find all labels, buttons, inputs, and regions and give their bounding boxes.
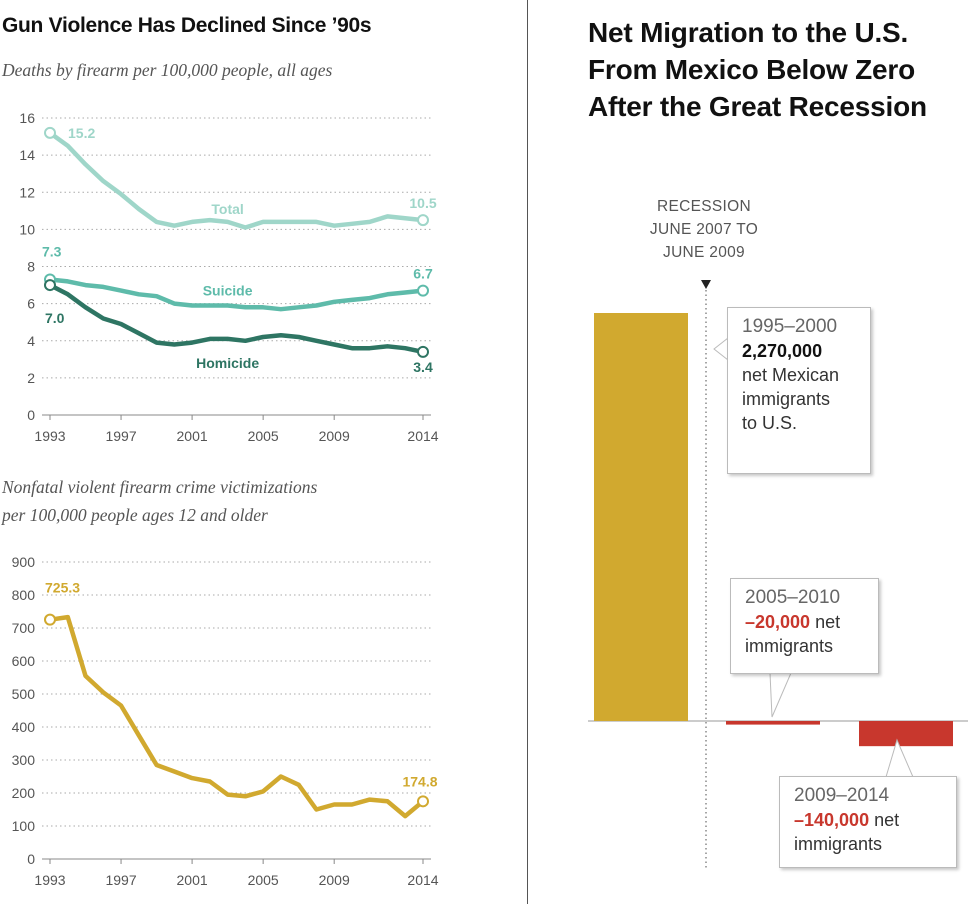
callout-1995-2000: 1995–2000 2,270,000 net Mexican immigran… [727, 307, 871, 474]
y-tick-label: 800 [12, 587, 36, 603]
callout-period: 1995–2000 [742, 316, 838, 337]
callout-2005-2010: 2005–2010 –20,000 net immigrants [730, 578, 879, 674]
y-tick-label: 4 [27, 333, 35, 349]
x-tick-label: 2005 [248, 872, 279, 888]
start-marker [44, 613, 56, 626]
y-tick-label: 400 [12, 719, 36, 735]
right-panel: Net Migration to the U.S. From Mexico Be… [529, 0, 968, 904]
callout-pointer [769, 672, 792, 718]
y-tick-label: 14 [19, 147, 35, 163]
y-tick-label: 300 [12, 752, 36, 768]
callout-value: 2,270,000 [742, 341, 823, 361]
bar-2009–2014 [859, 721, 953, 747]
y-tick-label: 0 [27, 851, 35, 867]
x-tick-label: 1993 [34, 428, 65, 444]
end-value-label: 10.5 [409, 195, 436, 211]
callout-value: –20,000 [745, 612, 811, 632]
y-tick-label: 600 [12, 653, 36, 669]
recession-label-line3: JUNE 2009 [663, 244, 745, 261]
y-tick-label: 500 [12, 686, 36, 702]
recession-arrow-icon [701, 280, 711, 289]
gun-violence-title: Gun Violence Has Declined Since ’90s [2, 14, 372, 37]
x-tick-label: 2014 [407, 428, 438, 444]
migration-bar-chart [588, 280, 968, 870]
y-tick-label: 200 [12, 785, 36, 801]
y-tick-label: 8 [27, 259, 35, 275]
series-name-label: Total [211, 201, 243, 217]
y-tick-label: 700 [12, 620, 36, 636]
end-marker [417, 795, 429, 808]
x-tick-label: 1997 [105, 872, 136, 888]
callout-line: to U.S. [742, 413, 798, 433]
chart2-subtitle-line2: per 100,000 people ages 12 and older [2, 505, 268, 525]
callout-suffix: net [869, 810, 900, 830]
bar-2005–2010 [726, 721, 820, 725]
callout-period: 2009–2014 [794, 785, 890, 806]
start-value-label: 15.2 [68, 125, 95, 141]
bar-1995–2000 [594, 313, 688, 721]
y-tick-label: 10 [19, 221, 35, 237]
callout-line: immigrants [745, 636, 834, 656]
y-tick-label: 0 [27, 407, 35, 423]
start-value-label: 7.3 [42, 243, 62, 259]
y-tick-label: 900 [12, 554, 36, 570]
recession-label: RECESSION JUNE 2007 TO JUNE 2009 [629, 195, 779, 264]
end-value-label: 6.7 [413, 266, 433, 282]
x-tick-label: 2005 [248, 428, 279, 444]
callout-value: –140,000 [794, 810, 870, 830]
callout-period: 2005–2010 [745, 587, 841, 608]
start-value-label: 7.0 [45, 310, 65, 326]
series-line-total [47, 130, 426, 230]
callout-line: immigrants [794, 834, 883, 854]
y-tick-label: 6 [27, 296, 35, 312]
end-marker [417, 214, 429, 227]
callout-value-line: –20,000 net [745, 610, 866, 634]
y-tick-label: 16 [19, 110, 35, 126]
start-marker [44, 126, 56, 139]
y-tick-label: 2 [27, 370, 35, 386]
x-tick-label: 1993 [34, 872, 65, 888]
end-value-label: 3.4 [413, 359, 433, 375]
callout-value-line: –140,000 net [794, 808, 944, 832]
left-panel: Gun Violence Has Declined Since ’90s Dea… [2, 14, 439, 888]
end-marker [417, 345, 429, 358]
series-name-label: Suicide [203, 283, 253, 299]
series-name-label: Homicide [196, 355, 259, 371]
x-tick-label: 2001 [177, 872, 208, 888]
x-tick-label: 1997 [105, 428, 136, 444]
callout-line: immigrants [742, 389, 831, 409]
y-tick-label: 100 [12, 818, 36, 834]
callout-suffix: net [810, 612, 841, 632]
series-line-homicide [47, 282, 426, 355]
end-value-label: 174.8 [402, 773, 437, 789]
callout-pointer [713, 336, 729, 362]
callout-2009-2014: 2009–2014 –140,000 net immigrants [779, 776, 957, 868]
start-value-label: 725.3 [45, 580, 80, 596]
recession-label-line1: RECESSION [657, 198, 751, 215]
series-line-victimizations [47, 614, 426, 819]
y-tick-label: 12 [19, 184, 35, 200]
callout-line: net Mexican [742, 365, 840, 385]
x-tick-label: 2009 [319, 872, 350, 888]
migration-title: Net Migration to the U.S. From Mexico Be… [588, 17, 927, 122]
end-marker [417, 284, 429, 297]
recession-label-line2: JUNE 2007 TO [649, 221, 759, 238]
series-line-suicide [47, 277, 426, 312]
start-marker [44, 279, 56, 292]
chart2-subtitle-line1: Nonfatal violent firearm crime victimiza… [2, 477, 318, 497]
x-tick-label: 2001 [177, 428, 208, 444]
firearm-deaths-chart: 0 2 4 6 8 10 12 14 16 1993 1997 2001 2005 2009 2014 15.… [19, 110, 438, 444]
chart1-subtitle: Deaths by firearm per 100,000 people, al… [2, 60, 333, 80]
x-tick-label: 2009 [319, 428, 350, 444]
x-tick-label: 2014 [407, 872, 438, 888]
panel-divider [527, 0, 528, 904]
